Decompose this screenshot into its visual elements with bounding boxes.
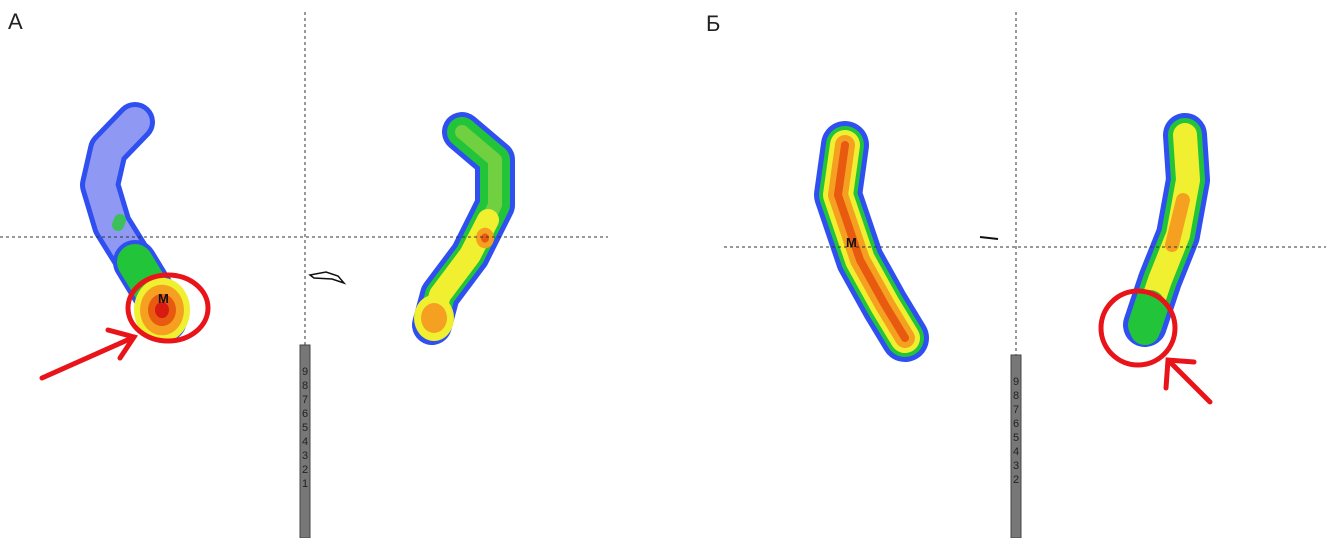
scale-digit: 3 (1013, 460, 1019, 472)
pressure-zone (481, 233, 489, 242)
annotations (42, 275, 1210, 402)
scale-digit: 9 (1013, 376, 1019, 388)
scale-digit: 4 (302, 436, 308, 448)
scale-digit: 8 (302, 380, 308, 392)
scene: А Б М М 9 8 7 6 5 4 3 2 1 9 8 7 6 5 4 3 2 (0, 0, 1326, 538)
footprints (100, 122, 1188, 342)
panel-label: Б (706, 11, 720, 36)
scale-digit: 2 (1013, 474, 1019, 486)
scale-digit: 3 (302, 450, 308, 462)
footprint-layer (1145, 305, 1150, 330)
scale-digit: 2 (302, 464, 308, 476)
scale-digit: 8 (1013, 390, 1019, 402)
scale-digit: 6 (1013, 418, 1019, 430)
scale-digit: 4 (1013, 446, 1019, 458)
scale-digits: 9 8 7 6 5 4 3 2 1 9 8 7 6 5 4 3 2 (302, 366, 1019, 490)
arrow (1170, 362, 1210, 402)
marker: М (846, 235, 857, 250)
sway-trace (310, 272, 344, 283)
scale-digit: 1 (302, 478, 308, 490)
sway-trace (980, 237, 998, 239)
scale-digit: 6 (302, 408, 308, 420)
panel-label: А (8, 9, 23, 34)
marker: М (158, 291, 169, 306)
pressure-zone (421, 303, 447, 333)
scale-digit: 9 (302, 366, 308, 378)
scale-digit: 7 (302, 394, 308, 406)
scale-digit: 5 (302, 422, 308, 434)
scale-digit: 5 (1013, 432, 1019, 444)
scale-digit: 7 (1013, 404, 1019, 416)
footprint-layer (118, 220, 120, 225)
